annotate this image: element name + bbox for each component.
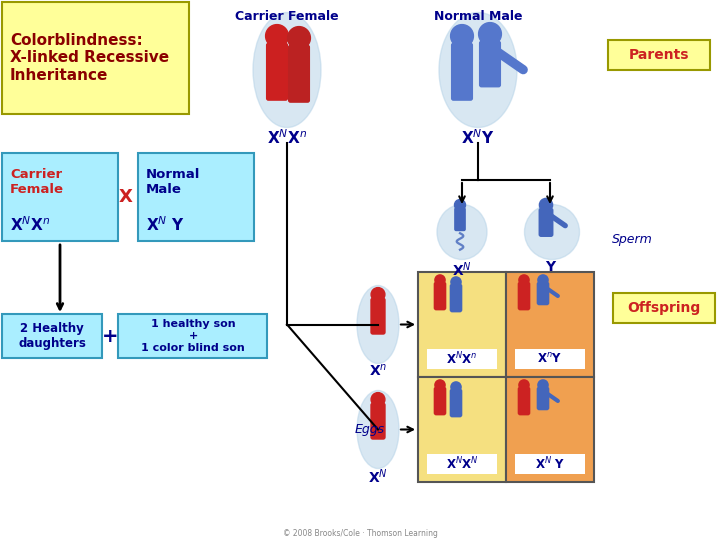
Text: Carrier
Female: Carrier Female [10,168,64,196]
FancyBboxPatch shape [506,377,594,482]
Circle shape [371,393,385,407]
Text: Normal Male: Normal Male [433,10,522,23]
Circle shape [519,380,529,390]
FancyBboxPatch shape [450,284,462,312]
FancyBboxPatch shape [433,281,446,310]
FancyBboxPatch shape [539,208,554,237]
Circle shape [287,26,310,49]
Circle shape [371,288,385,301]
Text: X$^{N}$X$^{N}$: X$^{N}$X$^{N}$ [446,456,478,472]
FancyBboxPatch shape [2,153,118,241]
Circle shape [451,277,461,287]
Text: X$^{N}$ Y: X$^{N}$ Y [146,215,185,234]
FancyBboxPatch shape [506,272,594,377]
FancyBboxPatch shape [515,349,585,369]
Text: © 2008 Brooks/Cole · Thomson Learning: © 2008 Brooks/Cole · Thomson Learning [282,530,438,538]
Circle shape [266,25,289,48]
Text: Offspring: Offspring [627,301,701,315]
Circle shape [435,380,445,390]
FancyBboxPatch shape [536,387,549,410]
Circle shape [479,23,501,45]
FancyBboxPatch shape [608,40,710,70]
Circle shape [454,199,466,211]
Text: X$^{N}$ Y: X$^{N}$ Y [535,456,565,472]
FancyBboxPatch shape [454,207,466,231]
Text: X$^{N}$X$^{n}$: X$^{N}$X$^{n}$ [446,350,478,367]
FancyBboxPatch shape [2,2,189,114]
FancyBboxPatch shape [427,349,497,369]
FancyBboxPatch shape [451,43,473,101]
FancyBboxPatch shape [266,43,288,101]
FancyBboxPatch shape [418,377,506,482]
FancyBboxPatch shape [613,293,715,323]
Circle shape [539,198,553,212]
FancyBboxPatch shape [427,454,497,474]
Circle shape [451,25,474,48]
FancyBboxPatch shape [515,454,585,474]
Text: Colorblindness:
X-linked Recessive
Inheritance: Colorblindness: X-linked Recessive Inher… [10,33,169,83]
Text: 1 healthy son
+
1 color blind son: 1 healthy son + 1 color blind son [141,319,245,353]
Ellipse shape [524,205,580,260]
Text: Y: Y [545,260,555,274]
FancyBboxPatch shape [536,281,549,305]
FancyBboxPatch shape [370,402,386,440]
Text: X$^{N}$: X$^{N}$ [368,468,388,486]
FancyBboxPatch shape [288,45,310,103]
FancyBboxPatch shape [433,387,446,415]
Text: 2 Healthy
daughters: 2 Healthy daughters [18,322,86,350]
FancyBboxPatch shape [138,153,254,241]
Text: X: X [119,188,133,206]
Text: Eggs: Eggs [355,423,385,436]
FancyBboxPatch shape [518,281,531,310]
Text: Parents: Parents [629,48,689,62]
FancyBboxPatch shape [2,314,102,358]
FancyBboxPatch shape [450,389,462,417]
Ellipse shape [253,12,321,127]
Circle shape [538,380,548,390]
FancyBboxPatch shape [370,298,386,335]
FancyBboxPatch shape [518,387,531,415]
Text: X$^{N}$Y: X$^{N}$Y [462,128,495,147]
Circle shape [435,275,445,285]
FancyBboxPatch shape [118,314,267,358]
Circle shape [538,275,548,285]
Text: Carrier Female: Carrier Female [235,10,339,23]
Ellipse shape [357,286,399,363]
Text: Normal
Male: Normal Male [146,168,200,196]
Text: X$^{N}$X$^{n}$: X$^{N}$X$^{n}$ [267,128,307,147]
Ellipse shape [437,205,487,260]
FancyBboxPatch shape [418,272,506,377]
FancyBboxPatch shape [479,40,501,87]
Ellipse shape [357,390,399,469]
Circle shape [519,275,529,285]
Circle shape [451,382,461,392]
Text: +: + [102,327,118,346]
Text: X$^{n}$Y: X$^{n}$Y [537,352,562,366]
Ellipse shape [439,12,517,127]
Text: X$^{N}$: X$^{N}$ [452,260,472,279]
Text: X$^{N}$X$^{n}$: X$^{N}$X$^{n}$ [10,215,50,234]
Text: X$^{n}$: X$^{n}$ [369,362,387,379]
Text: Sperm: Sperm [612,233,653,246]
